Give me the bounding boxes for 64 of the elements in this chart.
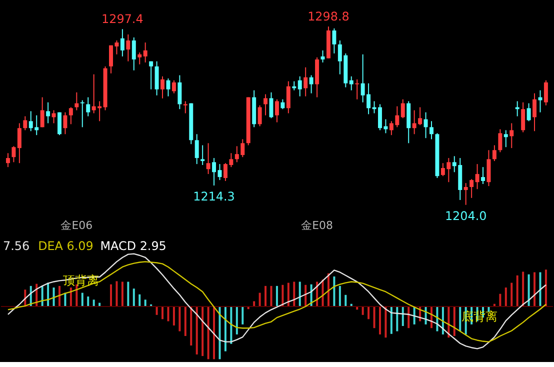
candlestick — [68, 106, 73, 125]
candlestick — [57, 112, 62, 136]
candlestick — [63, 112, 68, 135]
candlestick — [23, 116, 28, 131]
candlestick — [475, 164, 480, 190]
candlestick — [126, 34, 130, 62]
candlestick — [332, 28, 336, 54]
candlestick — [183, 100, 188, 114]
candlestick — [6, 152, 10, 168]
candlestick — [160, 76, 164, 99]
candlestick — [286, 80, 290, 114]
candlestick — [166, 78, 170, 97]
candlestick — [538, 90, 542, 113]
candlestick — [280, 98, 285, 110]
x-tick-label: 金E06 — [60, 218, 93, 232]
candlestick — [12, 146, 16, 163]
candlestick — [532, 92, 537, 132]
candlestick — [86, 96, 90, 117]
candlestick — [194, 134, 199, 165]
candlestick — [309, 74, 314, 94]
annotation: 1298.8 — [308, 10, 350, 24]
candlestick — [544, 80, 548, 106]
candlestick — [498, 128, 502, 153]
candlestick — [492, 144, 496, 162]
candlestick — [178, 74, 182, 110]
candlestick — [120, 28, 124, 57]
candlestick — [304, 66, 308, 97]
candlestick — [172, 80, 176, 94]
x-tick-label: 金E08 — [301, 218, 333, 232]
candlestick — [515, 100, 520, 117]
annotation: 1214.3 — [193, 189, 235, 204]
candlestick — [264, 94, 268, 116]
candlestick — [349, 76, 354, 91]
candlestick — [80, 100, 84, 128]
candlestick — [400, 98, 405, 119]
candlestick — [206, 142, 210, 175]
candlestick — [470, 178, 474, 198]
candlestick — [510, 122, 514, 149]
candlestick — [298, 76, 302, 97]
candlestick — [200, 144, 205, 166]
candlestick — [46, 102, 50, 124]
candlestick — [464, 182, 468, 206]
text: MACD 2.95 — [100, 238, 166, 253]
candlestick — [138, 52, 142, 65]
candlestick — [132, 36, 136, 71]
candlestick — [154, 60, 159, 96]
text: 7.56 — [2, 238, 30, 253]
candlestick — [40, 96, 44, 128]
candlestick — [486, 150, 491, 187]
candlestick — [430, 120, 434, 140]
annotation: 1297.4 — [102, 12, 144, 26]
candlestick — [258, 104, 262, 127]
candlestick — [143, 42, 148, 63]
candlestick — [17, 122, 22, 164]
candlestick — [521, 102, 526, 133]
candlestick — [149, 60, 154, 90]
candlestick — [355, 78, 360, 100]
candlestick — [274, 98, 279, 123]
candlestick — [526, 102, 531, 122]
text: DEA 6.09 — [38, 238, 94, 253]
candlestick — [424, 112, 428, 139]
candlestick — [504, 130, 508, 148]
annotation: 1204.0 — [444, 208, 487, 223]
candlestick — [481, 166, 485, 184]
